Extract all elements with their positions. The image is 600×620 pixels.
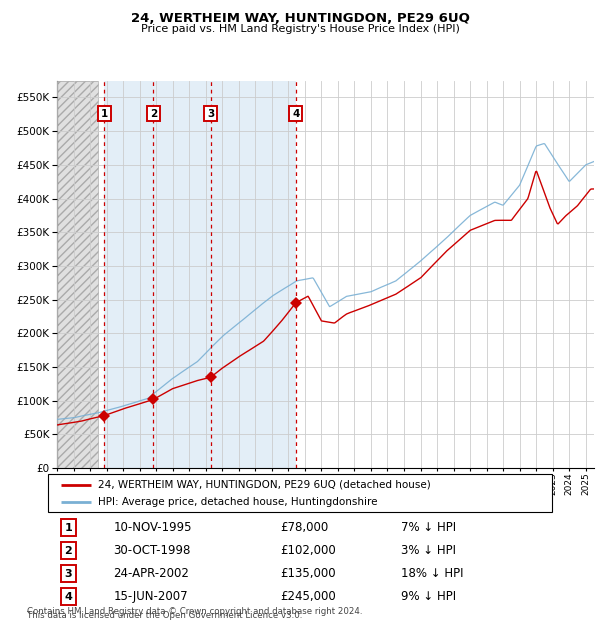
Text: 4: 4 bbox=[64, 591, 72, 601]
FancyBboxPatch shape bbox=[48, 474, 552, 512]
Text: 3: 3 bbox=[64, 569, 72, 578]
Text: 3% ↓ HPI: 3% ↓ HPI bbox=[401, 544, 456, 557]
Text: 24, WERTHEIM WAY, HUNTINGDON, PE29 6UQ: 24, WERTHEIM WAY, HUNTINGDON, PE29 6UQ bbox=[131, 12, 469, 25]
Text: 1: 1 bbox=[101, 108, 108, 118]
Text: 2: 2 bbox=[150, 108, 157, 118]
Text: £245,000: £245,000 bbox=[280, 590, 335, 603]
Text: 24-APR-2002: 24-APR-2002 bbox=[113, 567, 190, 580]
Text: £102,000: £102,000 bbox=[280, 544, 335, 557]
Text: 15-JUN-2007: 15-JUN-2007 bbox=[113, 590, 188, 603]
Text: £135,000: £135,000 bbox=[280, 567, 335, 580]
Text: 30-OCT-1998: 30-OCT-1998 bbox=[113, 544, 191, 557]
Text: This data is licensed under the Open Government Licence v3.0.: This data is licensed under the Open Gov… bbox=[27, 611, 302, 620]
Bar bbox=[57, 81, 98, 468]
Bar bbox=[57, 81, 98, 468]
Text: Contains HM Land Registry data © Crown copyright and database right 2024.: Contains HM Land Registry data © Crown c… bbox=[27, 607, 362, 616]
Text: 3: 3 bbox=[207, 108, 214, 118]
Text: 7% ↓ HPI: 7% ↓ HPI bbox=[401, 521, 456, 534]
Text: 1: 1 bbox=[64, 523, 72, 533]
Text: 24, WERTHEIM WAY, HUNTINGDON, PE29 6UQ (detached house): 24, WERTHEIM WAY, HUNTINGDON, PE29 6UQ (… bbox=[98, 480, 431, 490]
Text: HPI: Average price, detached house, Huntingdonshire: HPI: Average price, detached house, Hunt… bbox=[98, 497, 378, 507]
Text: 18% ↓ HPI: 18% ↓ HPI bbox=[401, 567, 463, 580]
Text: 2: 2 bbox=[64, 546, 72, 556]
Text: 9% ↓ HPI: 9% ↓ HPI bbox=[401, 590, 456, 603]
Text: Price paid vs. HM Land Registry's House Price Index (HPI): Price paid vs. HM Land Registry's House … bbox=[140, 24, 460, 33]
Bar bbox=[104, 81, 296, 468]
Text: 4: 4 bbox=[292, 108, 299, 118]
Text: £78,000: £78,000 bbox=[280, 521, 328, 534]
Text: 10-NOV-1995: 10-NOV-1995 bbox=[113, 521, 192, 534]
